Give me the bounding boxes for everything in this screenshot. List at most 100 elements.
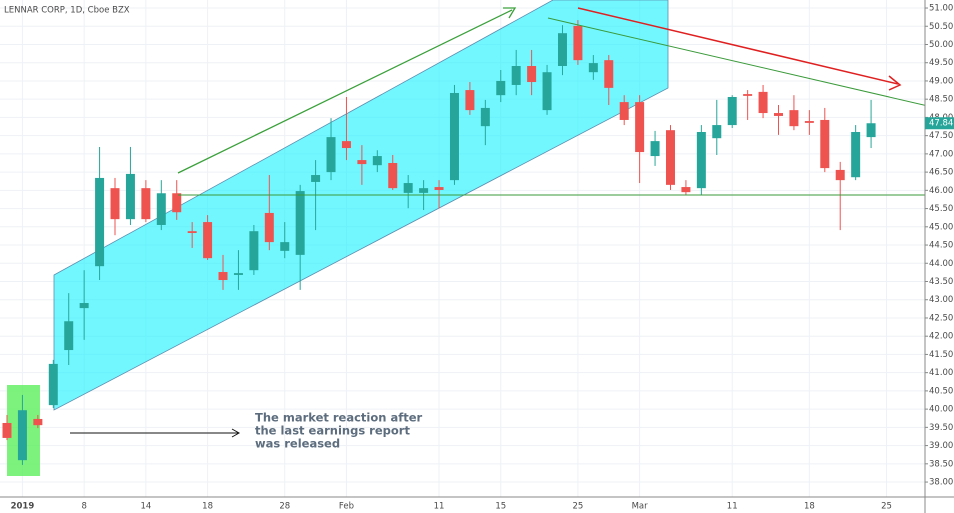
trend-line — [547, 17, 954, 113]
y-tick-label: 45.50 — [929, 204, 953, 214]
candle-body — [125, 173, 135, 220]
candle-body — [449, 92, 459, 181]
x-tick-label: 2019 — [11, 502, 35, 512]
candle-body — [403, 183, 413, 193]
candle-body — [712, 125, 722, 139]
y-tick-label: 38.00 — [929, 478, 953, 488]
y-tick-label: 47.50 — [929, 131, 953, 141]
candle-body — [419, 188, 429, 193]
candle-body — [218, 272, 228, 281]
y-tick-label: 51.00 — [929, 4, 953, 14]
y-tick-label: 43.00 — [929, 295, 953, 305]
time-axis — [0, 497, 954, 513]
y-tick-label: 47.00 — [929, 149, 953, 159]
candle-body — [465, 90, 475, 111]
candle-body — [820, 119, 830, 169]
annotation: the last earnings report — [255, 424, 410, 438]
candle-body — [187, 231, 197, 234]
candle-body — [789, 110, 799, 127]
candle-body — [681, 187, 691, 193]
y-tick-label: 44.00 — [929, 259, 953, 269]
y-tick-label: 41.00 — [929, 368, 953, 378]
x-tick-label: 14 — [140, 502, 151, 512]
y-tick-label: 49.00 — [929, 76, 953, 86]
candle-body — [573, 25, 583, 61]
y-tick-label: 42.00 — [929, 332, 953, 342]
candle-body — [233, 273, 243, 275]
y-tick-label: 39.50 — [929, 423, 953, 433]
price-axis — [925, 0, 954, 513]
candle-body — [110, 188, 120, 220]
candle-body — [434, 187, 444, 190]
candle-body — [727, 96, 737, 126]
last-price-box — [925, 117, 954, 130]
y-tick-label: 43.50 — [929, 277, 953, 287]
candle-body — [851, 131, 861, 178]
candle-body — [557, 33, 567, 66]
x-tick-label: Feb — [339, 502, 354, 512]
candle-body — [79, 303, 89, 309]
candle-body — [64, 321, 74, 351]
candle-body — [696, 131, 706, 189]
candle-body — [357, 160, 367, 165]
x-tick-label: 8 — [81, 502, 86, 512]
x-tick-label: 11 — [434, 502, 445, 512]
candle-body — [172, 193, 182, 213]
last-price-label: 47.84 — [929, 119, 953, 129]
y-tick-label: 45.00 — [929, 222, 953, 232]
candle-body — [650, 141, 660, 157]
chart-title: LENNAR CORP, 1D, Cboe BZX — [4, 6, 130, 16]
x-tick-label: 15 — [495, 502, 506, 512]
up-arrow-head — [503, 7, 517, 19]
y-tick-label: 42.50 — [929, 313, 953, 323]
y-tick-label: 46.50 — [929, 168, 953, 178]
y-tick-label: 44.50 — [929, 241, 953, 251]
candle-body — [388, 162, 398, 189]
candle-body — [33, 418, 43, 426]
candle-body — [372, 156, 382, 166]
x-tick-label: 18 — [202, 502, 213, 512]
candle-body — [295, 191, 305, 255]
candle-body — [774, 113, 783, 116]
candle-body — [326, 137, 336, 173]
candle-body — [95, 177, 105, 267]
candle-body — [866, 123, 876, 138]
candle-body — [835, 169, 845, 181]
candle-body — [588, 63, 598, 73]
x-tick-label: Mar — [632, 502, 649, 512]
candle-body — [280, 242, 290, 251]
candle-body — [311, 175, 321, 182]
candle-body — [604, 60, 614, 88]
candles — [2, 20, 876, 465]
candle-body — [743, 94, 753, 96]
candle-body — [480, 107, 490, 127]
x-tick-label: 11 — [727, 502, 738, 512]
candle-body — [511, 65, 521, 85]
candle-body — [619, 102, 629, 120]
y-tick-label: 38.50 — [929, 459, 953, 469]
down-arrow-head — [888, 75, 902, 91]
candle-body — [527, 65, 537, 83]
candle-body — [156, 193, 166, 225]
candle-body — [496, 80, 506, 96]
y-tick-label: 50.50 — [929, 22, 953, 32]
y-tick-label: 39.00 — [929, 441, 953, 451]
y-tick-label: 46.00 — [929, 186, 953, 196]
candle-body — [48, 363, 58, 406]
candle-body — [264, 212, 274, 243]
up-arrow — [177, 9, 513, 174]
down-arrow — [577, 7, 899, 85]
candle-body — [542, 72, 552, 111]
annotation: The market reaction after — [255, 411, 423, 425]
annotation: was released — [255, 437, 340, 451]
x-tick-label: 18 — [804, 502, 815, 512]
candle-body — [804, 121, 814, 123]
candle-body — [2, 422, 12, 438]
candle-body — [141, 188, 151, 220]
x-tick-label: 28 — [279, 502, 290, 512]
y-tick-label: 40.00 — [929, 405, 953, 415]
y-tick-label: 48.50 — [929, 95, 953, 105]
candle-body — [203, 222, 213, 259]
x-tick-label: 25 — [881, 502, 892, 512]
candle-body — [249, 231, 259, 271]
